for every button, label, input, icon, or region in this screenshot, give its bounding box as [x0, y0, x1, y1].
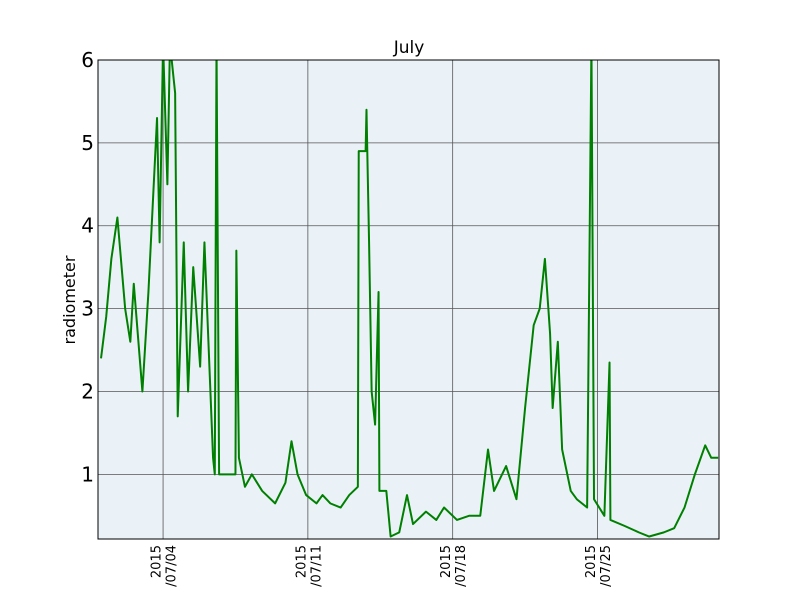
- series-group: [100, 60, 719, 538]
- x-tick-label-line: 2015: [294, 545, 309, 578]
- chart-title: July: [393, 38, 425, 58]
- y-tick-label: 2: [81, 379, 94, 403]
- x-tick-label-line: /07/25: [599, 545, 614, 587]
- y-tick-label: 1: [81, 462, 94, 486]
- x-tick-label-line: /07/11: [309, 545, 324, 587]
- x-tick-label-line: 2015: [439, 545, 454, 578]
- x-tick-label: 2015/07/25: [584, 545, 614, 587]
- x-tick-label-line: /07/18: [454, 545, 469, 587]
- x-tick-label-line: 2015: [584, 545, 599, 578]
- y-axis-label: radiometer: [60, 255, 79, 344]
- y-tick-label: 4: [81, 214, 94, 238]
- x-tick-label: 2015/07/04: [150, 545, 180, 587]
- y-tick-label: 5: [81, 131, 94, 155]
- x-tick-label-line: 2015: [150, 545, 165, 578]
- x-tick-label-line: /07/04: [165, 545, 180, 587]
- x-tick-label: 2015/07/18: [439, 545, 469, 587]
- y-tick-label: 6: [81, 48, 94, 72]
- data-line: [100, 60, 719, 538]
- plot-frame: [97, 59, 720, 540]
- x-tick-label: 2015/07/11: [294, 545, 324, 587]
- y-tick-label: 3: [81, 297, 94, 321]
